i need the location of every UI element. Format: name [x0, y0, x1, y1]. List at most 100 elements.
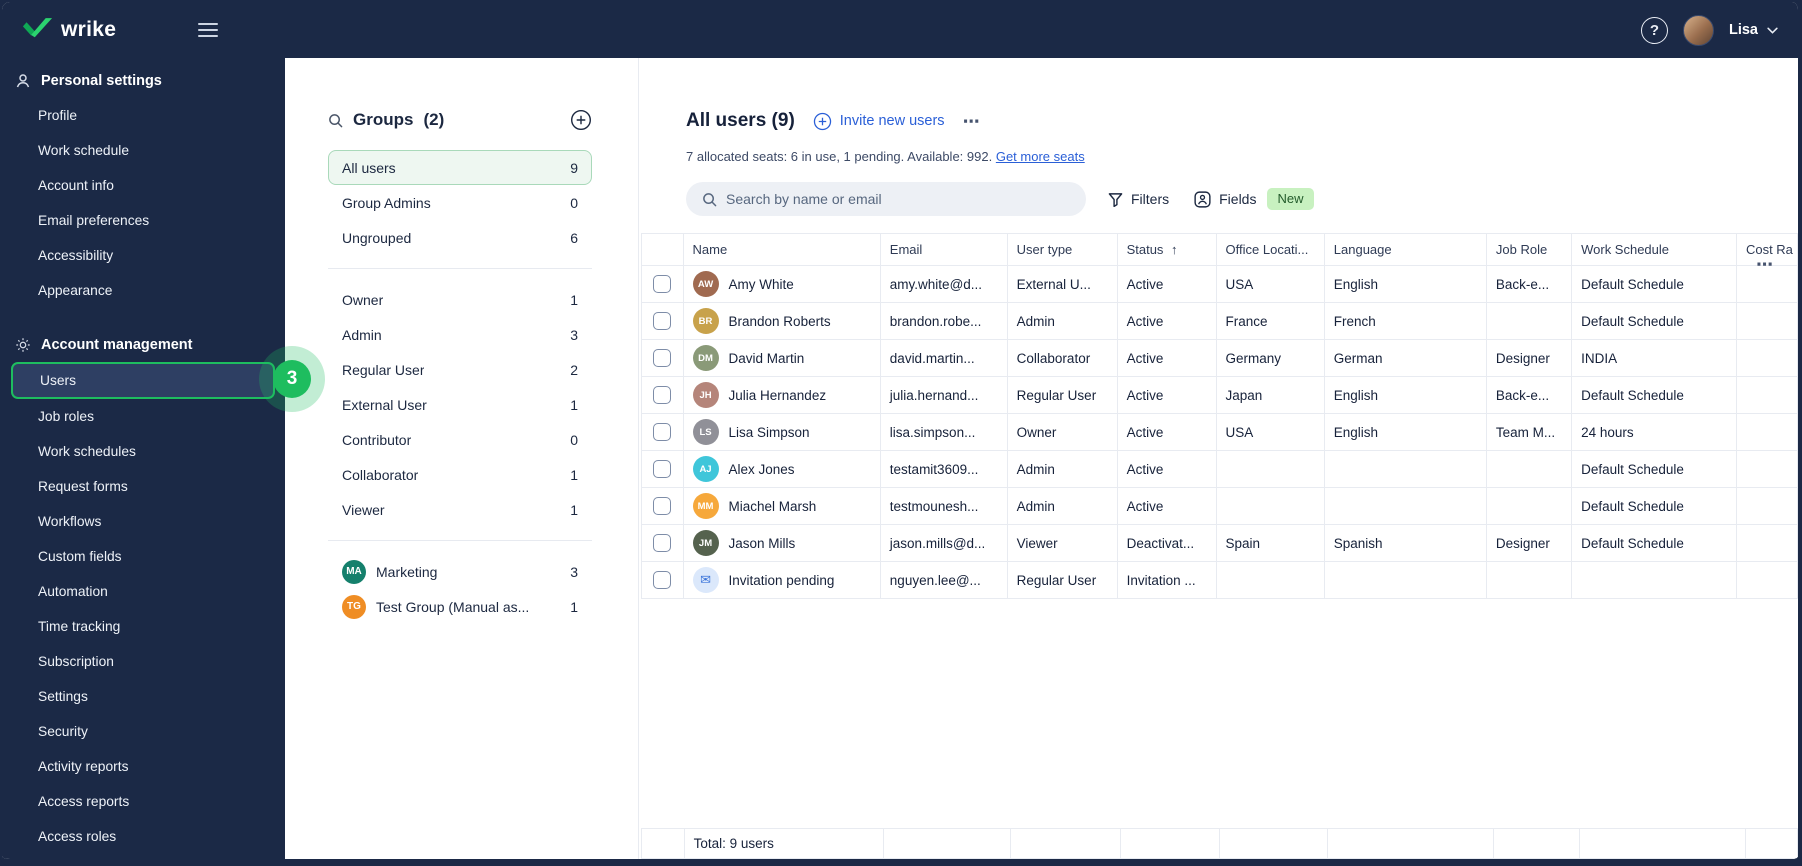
group-label: Group Admins [342, 194, 431, 211]
group-item-admin[interactable]: Admin 3 [328, 317, 592, 352]
search-input[interactable] [726, 191, 1056, 207]
table-row-alex-jones[interactable]: AJ Alex Jones testamit3609... Admin Active De… [641, 450, 1798, 488]
cell-email: jason.mills@d... [879, 524, 1008, 562]
table-row-david-martin[interactable]: DM David Martin david.martin... Collaborato… [641, 339, 1798, 377]
cell-cost-ra [1735, 302, 1798, 340]
sidebar-item-work-schedules[interactable]: Work schedules [38, 444, 136, 459]
sidebar-item-accessibility[interactable]: Accessibility [38, 248, 114, 263]
column-header-status[interactable]: Status ↑ [1116, 233, 1217, 266]
row-checkbox[interactable] [653, 460, 672, 478]
group-item-test-group-manual-as[interactable]: TG Test Group (Manual as... 1 [328, 589, 592, 624]
sidebar-item-email-preferences[interactable]: Email preferences [38, 213, 150, 228]
divider [328, 268, 592, 269]
row-checkbox[interactable] [653, 386, 672, 404]
group-item-owner[interactable]: Owner 1 [328, 282, 592, 317]
column-header-user-type[interactable]: User type [1006, 233, 1118, 266]
avatar: MM [692, 493, 719, 519]
group-label: Test Group (Manual as... [376, 598, 530, 615]
chevron-down-icon[interactable] [1767, 27, 1778, 34]
avatar: LS [692, 419, 719, 445]
cell-job-role: Back-e... [1485, 376, 1573, 414]
column-header-email[interactable]: Email [879, 233, 1008, 266]
cell-status: Deactivat... [1116, 524, 1217, 562]
table-row-miachel-marsh[interactable]: MM Miachel Marsh testmounesh... Admin Active… [641, 487, 1798, 525]
row-checkbox[interactable] [653, 534, 672, 552]
contact-card-icon [1194, 190, 1211, 208]
row-checkbox[interactable] [653, 312, 672, 330]
cell-office-locati [1215, 487, 1325, 525]
sidebar-item-access-roles[interactable]: Access roles [38, 829, 117, 844]
sidebar-item-security[interactable]: Security [38, 724, 88, 739]
table-row-jason-mills[interactable]: JM Jason Mills jason.mills@d... Viewer Deact… [641, 524, 1798, 562]
group-item-marketing[interactable]: MA Marketing 3 [328, 554, 592, 589]
column-header-office-locati[interactable]: Office Locati... [1215, 233, 1325, 266]
column-header-job-role[interactable]: Job Role [1485, 233, 1573, 266]
group-item-ungrouped[interactable]: Ungrouped 6 [328, 220, 592, 255]
sidebar-item-custom-fields[interactable]: Custom fields [38, 549, 122, 564]
user-name-cell: AJ Alex Jones [692, 452, 876, 487]
user-name-cell: BR Brandon Roberts [692, 304, 876, 339]
row-checkbox[interactable] [653, 497, 672, 515]
group-item-collaborator[interactable]: Collaborator 1 [328, 457, 592, 492]
sidebar-item-subscription[interactable]: Subscription [38, 654, 114, 669]
sidebar-item-time-tracking[interactable]: Time tracking [38, 619, 121, 634]
fields-button[interactable]: Fields [1194, 190, 1256, 208]
sidebar-item-users[interactable]: Users [11, 362, 275, 399]
user-avatar[interactable] [1682, 14, 1714, 46]
get-more-seats-link[interactable]: Get more seats [995, 149, 1085, 164]
sidebar-item-job-roles[interactable]: Job roles [38, 409, 94, 424]
sidebar-item-work-schedule[interactable]: Work schedule [38, 143, 130, 158]
cell-email: brandon.robe... [879, 302, 1008, 340]
sidebar-item-workflows[interactable]: Workflows [38, 514, 102, 529]
sidebar-item-automation[interactable]: Automation [38, 584, 108, 599]
row-checkbox[interactable] [653, 275, 672, 293]
sidebar-item-profile[interactable]: Profile [38, 108, 78, 123]
group-label: Regular User [342, 361, 425, 378]
cell-office-locati: France [1215, 302, 1325, 340]
group-item-viewer[interactable]: Viewer 1 [328, 492, 592, 527]
group-item-contributor[interactable]: Contributor 0 [328, 422, 592, 457]
sidebar-item-access-reports[interactable]: Access reports [38, 794, 130, 809]
column-header-cost-ra[interactable]: Cost Ra [1735, 233, 1798, 266]
cell-office-locati: Japan [1215, 376, 1325, 414]
row-checkbox[interactable] [653, 349, 672, 367]
sidebar-item-activity-reports[interactable]: Activity reports [38, 759, 129, 774]
cell-work-schedule: INDIA [1571, 339, 1737, 377]
search-icon[interactable] [328, 113, 343, 128]
group-item-external-user[interactable]: External User 1 [328, 387, 592, 422]
filters-button[interactable]: Filters [1108, 191, 1169, 207]
group-item-regular-user[interactable]: Regular User 2 [328, 352, 592, 387]
sidebar-item-request-forms[interactable]: Request forms [38, 479, 128, 494]
page-title-count: (9) [771, 110, 795, 131]
column-header-work-schedule[interactable]: Work Schedule [1571, 233, 1737, 266]
row-checkbox[interactable] [653, 571, 672, 589]
table-row-amy-white[interactable]: AW Amy White amy.white@d... External U... Ac… [641, 265, 1798, 303]
group-item-all-users[interactable]: All users 9 [328, 150, 592, 185]
groups-title: Groups [353, 110, 414, 129]
user-name[interactable]: Lisa [1728, 22, 1758, 38]
column-header-language[interactable]: Language [1323, 233, 1487, 266]
column-header-name[interactable]: Name [682, 233, 881, 266]
table-more-options-icon[interactable]: ⋯ [1756, 255, 1774, 274]
person-icon [15, 73, 31, 89]
sidebar-item-appearance[interactable]: Appearance [38, 283, 113, 298]
cell-cost-ra [1735, 487, 1798, 525]
sidebar-item-settings[interactable]: Settings [38, 689, 88, 704]
cell-language: English [1323, 413, 1487, 451]
hamburger-menu-icon[interactable] [198, 23, 219, 37]
seats-info: 7 allocated seats: 6 in use, 1 pending. … [686, 149, 1085, 164]
more-actions-icon[interactable]: ⋯ [962, 111, 981, 131]
table-row-lisa-simpson[interactable]: LS Lisa Simpson lisa.simpson... Owner Active… [641, 413, 1798, 451]
sidebar-item-account-info[interactable]: Account info [38, 178, 114, 193]
row-checkbox[interactable] [653, 423, 672, 441]
group-item-group-admins[interactable]: Group Admins 0 [328, 185, 592, 220]
invite-new-users-button[interactable]: Invite new users [813, 112, 945, 131]
group-avatar-badge: TG [342, 594, 366, 619]
help-icon[interactable]: ? [1640, 16, 1668, 44]
table-row-brandon-roberts[interactable]: BR Brandon Roberts brandon.robe... Admin Act… [641, 302, 1798, 340]
add-group-icon[interactable] [570, 109, 592, 131]
table-row-julia-hernandez[interactable]: JH Julia Hernandez julia.hernand... Regular… [641, 376, 1798, 414]
table-row-invitation-pending[interactable]: ✉ Invitation pending nguyen.lee@... Regular… [641, 561, 1798, 599]
group-count: 0 [570, 194, 578, 211]
